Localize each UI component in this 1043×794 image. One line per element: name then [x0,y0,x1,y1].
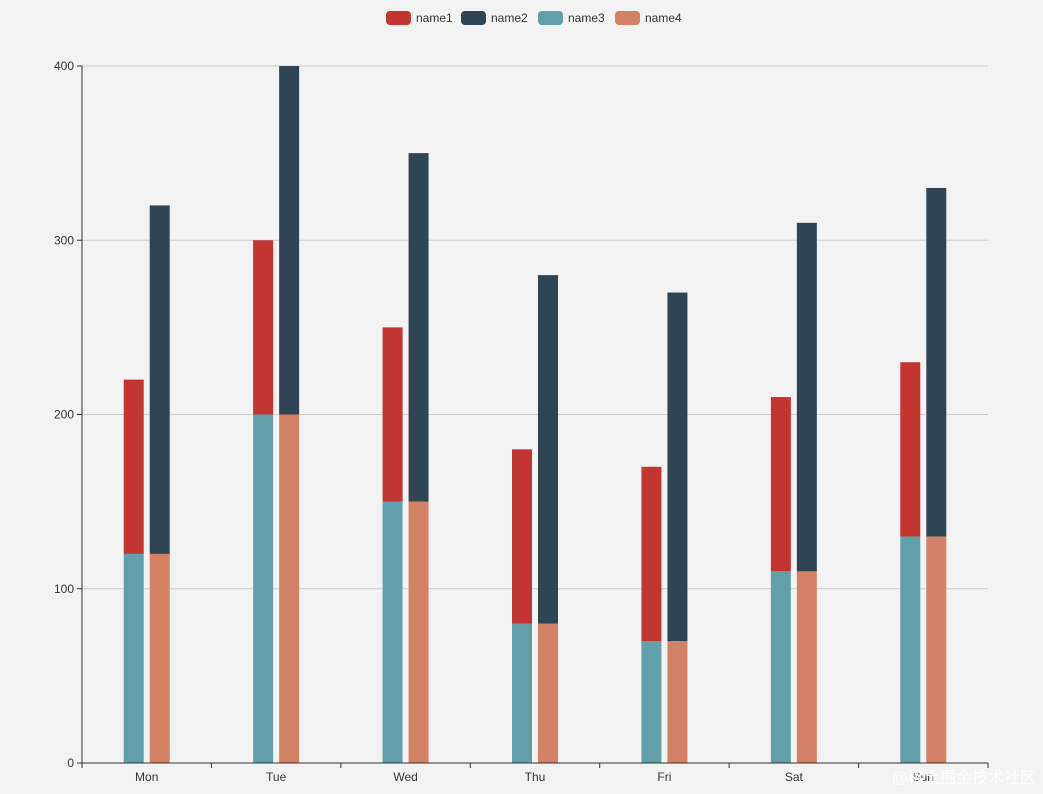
bar-name1-Wed[interactable] [382,327,403,502]
bar-name3-Thu[interactable] [512,623,532,763]
bar-name4-Thu[interactable] [538,623,558,763]
y-tick-label-300: 300 [54,233,74,247]
y-tick-label-100: 100 [54,582,74,596]
bar-name1-Tue[interactable] [253,240,274,415]
legend: name1 name2 name3 name4 [386,11,682,25]
x-tick-label-Mon: Mon [135,770,158,784]
bar-name2-Sat[interactable] [796,222,817,572]
x-tick-label-Sat: Sat [785,770,804,784]
axes: 0 100 200 300 400 Mon Tue Wed Thu Fri Sat Sun [54,59,989,784]
legend-item-name4[interactable]: name4 [615,11,682,25]
bar-name4-Tue[interactable] [279,414,300,764]
bars [123,66,947,764]
bar-name4-Mon[interactable] [149,553,170,763]
y-tick-label-200: 200 [54,408,74,422]
bar-name3-Tue[interactable] [253,414,274,764]
legend-item-name1[interactable]: name1 [386,11,453,25]
legend-item-name3[interactable]: name3 [538,11,605,25]
grid-lines [82,65,988,590]
bar-name4-Fri[interactable] [667,641,688,763]
bar-name3-Mon[interactable] [123,553,144,763]
bar-name2-Tue[interactable] [279,66,300,415]
legend-label-name4: name4 [645,11,682,25]
bar-name1-Sat[interactable] [770,397,791,572]
legend-label-name3: name3 [568,11,605,25]
bar-name2-Fri[interactable] [667,292,688,642]
watermark-text: @稀土掘金技术社区 [892,769,1036,787]
legend-item-name2[interactable]: name2 [461,11,528,25]
legend-label-name2: name2 [491,11,528,25]
bar-name1-Thu[interactable] [512,449,532,624]
y-tick-label-400: 400 [54,59,74,73]
x-tick-label-Fri: Fri [657,770,671,784]
bar-name2-Thu[interactable] [538,275,558,624]
bar-name4-Sun[interactable] [926,536,947,763]
bar-name2-Wed[interactable] [408,153,429,502]
bar-name4-Sat[interactable] [796,571,817,763]
bar-name3-Fri[interactable] [641,641,662,763]
bar-name4-Wed[interactable] [408,501,429,763]
bar-name1-Sun[interactable] [900,362,921,537]
bar-name3-Sun[interactable] [900,536,921,763]
legend-label-name1: name1 [416,11,453,25]
legend-swatch-name3 [538,11,563,25]
bar-name2-Sun[interactable] [926,187,947,537]
x-tick-label-Tue: Tue [266,770,287,784]
x-tick-label-Thu: Thu [525,770,546,784]
bar-name1-Fri[interactable] [641,466,662,642]
legend-swatch-name4 [615,11,640,25]
y-tick-label-0: 0 [67,756,74,770]
bar-name2-Mon[interactable] [149,205,170,554]
x-tick-label-Sun: Sun [913,770,934,784]
bar-name1-Mon[interactable] [123,379,144,554]
bar-name3-Sat[interactable] [770,571,791,763]
legend-swatch-name2 [461,11,486,25]
legend-swatch-name1 [386,11,411,25]
x-tick-label-Wed: Wed [393,770,417,784]
bar-name3-Wed[interactable] [382,501,403,763]
